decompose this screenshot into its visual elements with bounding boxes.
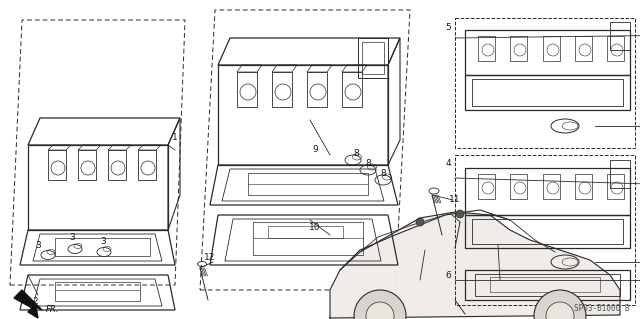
Circle shape <box>546 302 574 319</box>
Circle shape <box>366 302 394 319</box>
Text: 1: 1 <box>172 133 178 143</box>
Bar <box>307 72 327 107</box>
Text: SP03-B1000 B: SP03-B1000 B <box>575 304 630 313</box>
Bar <box>55 238 150 256</box>
Bar <box>248 173 368 195</box>
Bar <box>490 277 600 292</box>
Text: 2: 2 <box>32 298 38 307</box>
Bar <box>78 150 96 180</box>
Bar <box>510 36 527 61</box>
Bar <box>272 72 292 107</box>
Text: 10: 10 <box>309 224 321 233</box>
Text: 9: 9 <box>312 145 318 154</box>
Circle shape <box>456 210 464 218</box>
Bar <box>48 150 66 180</box>
Text: 6: 6 <box>445 271 451 280</box>
Bar <box>358 38 388 78</box>
Bar <box>575 36 592 61</box>
Circle shape <box>416 218 424 226</box>
Bar <box>610 160 630 188</box>
Bar <box>575 174 592 199</box>
Text: 5: 5 <box>445 23 451 32</box>
Circle shape <box>534 290 586 319</box>
Text: 4: 4 <box>445 159 451 167</box>
Text: 3: 3 <box>69 233 75 241</box>
Text: 3: 3 <box>35 241 41 249</box>
Bar <box>543 36 560 61</box>
Text: 12: 12 <box>204 254 216 263</box>
Polygon shape <box>330 212 620 318</box>
Bar <box>607 36 624 61</box>
Text: 8: 8 <box>365 159 371 167</box>
Bar <box>362 42 384 74</box>
Text: 11: 11 <box>449 196 461 204</box>
Bar <box>478 36 495 61</box>
Bar <box>342 72 362 107</box>
Bar <box>268 226 343 238</box>
Text: 8: 8 <box>353 149 359 158</box>
Polygon shape <box>14 290 42 318</box>
Text: 3: 3 <box>100 236 106 246</box>
Bar <box>138 150 156 180</box>
Bar <box>55 282 140 301</box>
Bar <box>610 22 630 50</box>
Bar <box>510 174 527 199</box>
Bar <box>108 150 126 180</box>
Bar <box>478 174 495 199</box>
Text: 8: 8 <box>380 168 386 177</box>
Bar <box>253 222 363 255</box>
Bar <box>543 174 560 199</box>
Bar <box>237 72 257 107</box>
Circle shape <box>354 290 406 319</box>
Bar <box>607 174 624 199</box>
Text: FR.: FR. <box>46 306 60 315</box>
